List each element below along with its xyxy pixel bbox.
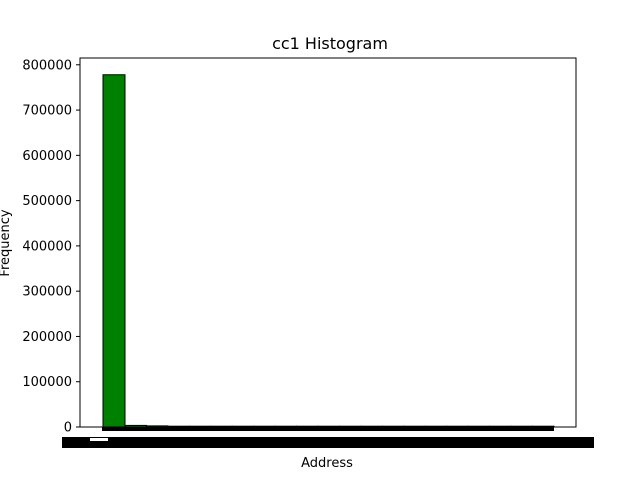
y-tick-label: 600000 [22,149,72,164]
chart-title: cc1 Histogram [272,34,388,53]
y-tick-label: 300000 [22,285,72,300]
histogram-bar [102,74,126,428]
x-tick-labels-gap [90,438,108,441]
y-tick-label: 500000 [22,194,72,209]
y-tick-label: 400000 [22,239,72,254]
y-tick-label: 200000 [22,330,72,345]
y-tick-label: 100000 [22,375,72,390]
y-tick-label: 0 [64,421,72,436]
y-tick-label: 800000 [22,58,72,73]
y-axis-label: Frequency [0,209,13,276]
y-ticks-group: 0 100000 200000 300000 400000 500000 600000 700… [22,58,80,436]
x-ticks-group [62,427,594,448]
y-tick-label: 700000 [22,104,72,119]
x-tick-marks-band [102,427,554,431]
plot-area-frame [79,57,577,428]
x-tick-labels-overlap [62,437,594,448]
x-axis-label: Address [301,456,353,471]
